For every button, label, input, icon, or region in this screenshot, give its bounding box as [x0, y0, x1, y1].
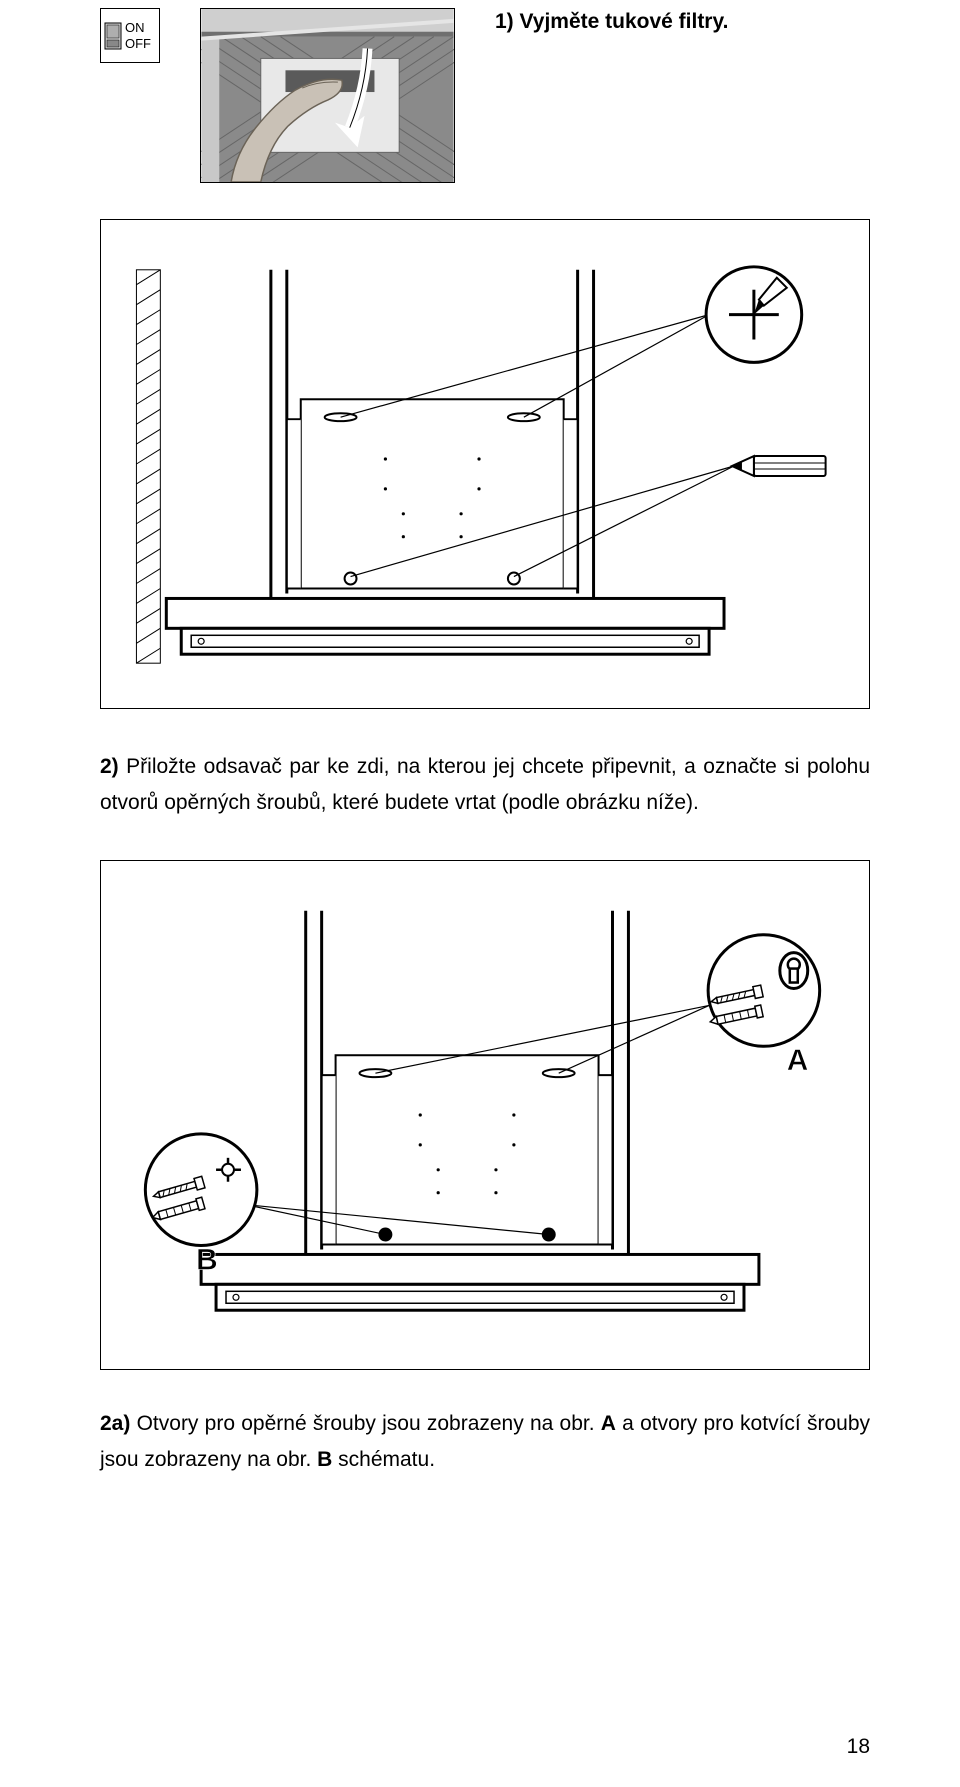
step2-text: Přiložte odsavač par ke zdi, na kterou j…: [100, 755, 870, 814]
step2-label: 2): [100, 755, 119, 778]
on-label: ON: [125, 20, 159, 36]
on-off-switch-icon: ON OFF: [100, 8, 160, 63]
step1-heading: 1) Vyjměte tukové filtry.: [495, 8, 728, 34]
step1-photo: [200, 8, 455, 183]
step2a-b1: A: [601, 1412, 616, 1435]
header-row: ON OFF: [100, 0, 870, 183]
display-icon: [104, 22, 122, 50]
step2a-b2: B: [317, 1448, 332, 1471]
page-number: 18: [847, 1735, 870, 1759]
diagram-2: A B: [100, 860, 870, 1370]
diagram-label-a: A: [787, 1045, 809, 1078]
step2-paragraph: 2) Přiložte odsavač par ke zdi, na ktero…: [100, 749, 870, 820]
step2a-t3: schématu.: [332, 1448, 435, 1471]
step1-label: 1): [495, 10, 514, 33]
step2a-paragraph: 2a) Otvory pro opěrné šrouby jsou zobraz…: [100, 1406, 870, 1477]
step2a-t1: Otvory pro opěrné šrouby jsou zobrazeny …: [137, 1412, 601, 1435]
diagram-label-b: B: [196, 1244, 218, 1277]
diagram-1: [100, 219, 870, 709]
step2a-label: 2a): [100, 1412, 130, 1435]
off-label: OFF: [125, 36, 159, 52]
step1-text: Vyjměte tukové filtry.: [520, 10, 729, 33]
